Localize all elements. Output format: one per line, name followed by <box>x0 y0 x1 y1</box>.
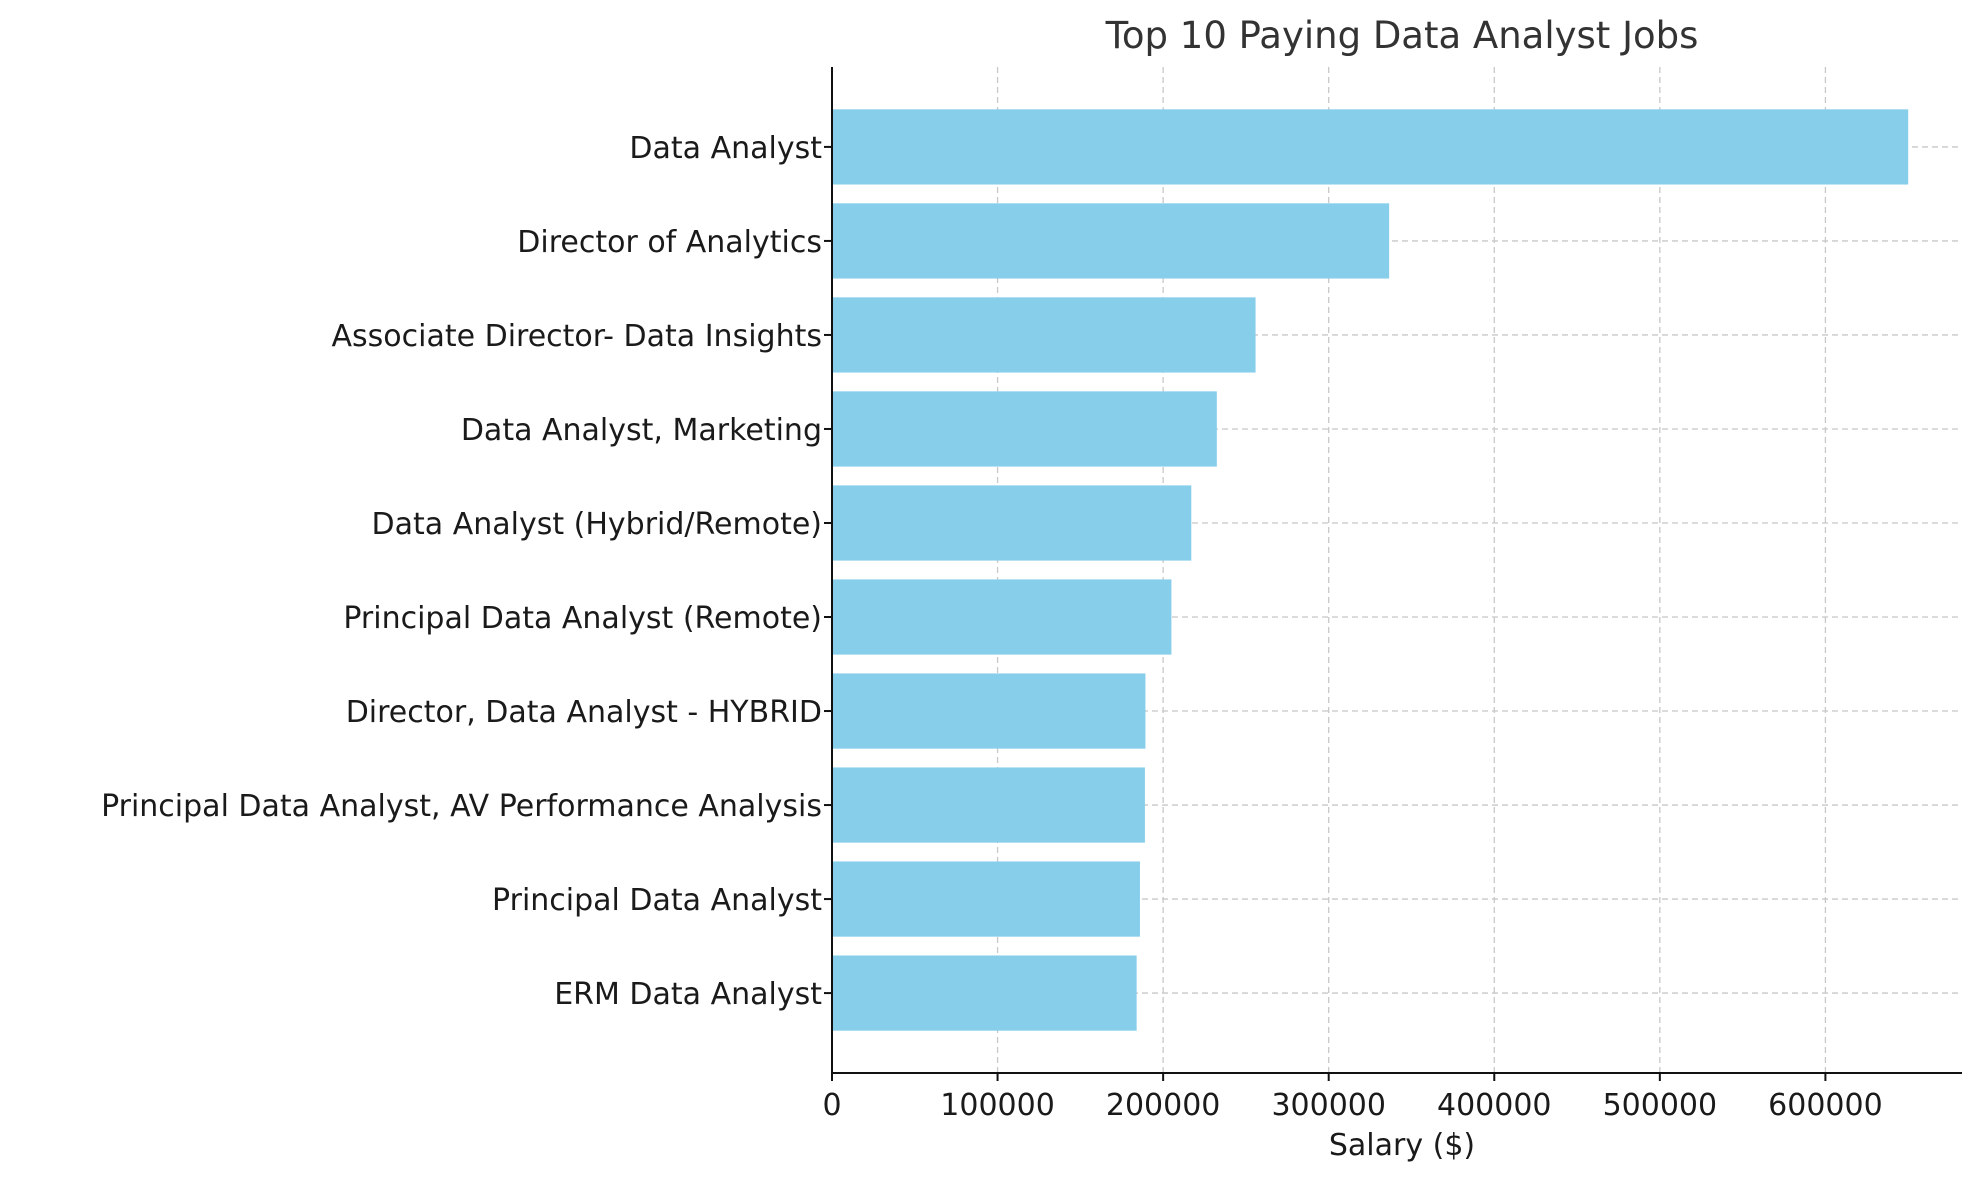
bar <box>832 297 1256 373</box>
y-tick-label: Principal Data Analyst (Remote) <box>343 601 822 636</box>
bar <box>832 955 1137 1031</box>
x-tick-labels: 0 100000 200000 300000 400000 500000 600000 <box>822 1088 1882 1123</box>
y-tick-label: Data Analyst (Hybrid/Remote) <box>372 507 822 542</box>
x-tick-label: 100000 <box>940 1088 1055 1123</box>
y-tick-label: ERM Data Analyst <box>554 977 822 1012</box>
bar <box>832 767 1145 843</box>
y-tick-label: Data Analyst, Marketing <box>461 413 822 448</box>
bar-layer <box>832 109 1909 1031</box>
bar <box>832 861 1140 937</box>
y-tick-label: Associate Director- Data Insights <box>331 319 822 354</box>
x-tick-label: 400000 <box>1437 1088 1552 1123</box>
y-tick-labels: Data Analyst Director of Analytics Associa… <box>101 131 822 1012</box>
chart-title: Top 10 Paying Data Analyst Jobs <box>1105 14 1699 57</box>
x-tick-label: 0 <box>822 1088 841 1123</box>
bar <box>832 391 1217 467</box>
axis-layer <box>824 67 1962 1081</box>
x-axis-label: Salary ($) <box>1329 1128 1475 1163</box>
x-tick-label: 600000 <box>1768 1088 1883 1123</box>
x-tick-label: 300000 <box>1271 1088 1386 1123</box>
bar <box>832 203 1390 279</box>
x-tick-label: 200000 <box>1106 1088 1221 1123</box>
y-tick-label: Principal Data Analyst <box>492 883 822 918</box>
y-tick-label: Data Analyst <box>629 131 822 166</box>
y-tick-label: Director of Analytics <box>517 225 822 260</box>
y-tick-label: Director, Data Analyst - HYBRID <box>346 695 822 730</box>
bar <box>832 673 1146 749</box>
bar <box>832 109 1909 185</box>
x-tick-label: 500000 <box>1603 1088 1718 1123</box>
bar <box>832 579 1172 655</box>
bar <box>832 485 1192 561</box>
y-tick-label: Principal Data Analyst, AV Performance A… <box>101 789 822 824</box>
